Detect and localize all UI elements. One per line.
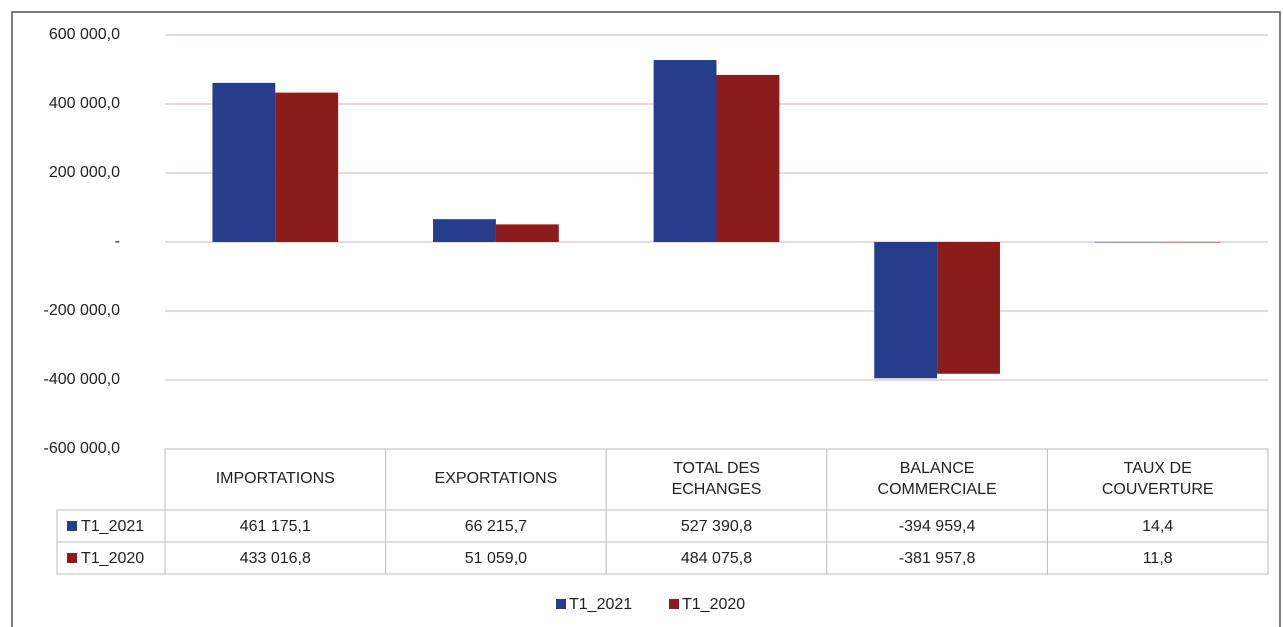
category-cell: IMPORTATIONS [215,470,335,488]
table-row [56,541,1269,575]
bar [716,74,780,242]
value-label: 484 075,8 [681,550,752,567]
value-label: -381 957,8 [899,550,976,567]
legend-swatch [556,599,566,609]
value-label: 14,4 [1142,518,1173,535]
y-tick-label: - [115,233,120,250]
category-cell: BALANCE COMMERCIALE [877,459,997,498]
y-tick-label: 400 000,0 [49,95,120,112]
value-label: 527 390,8 [681,518,752,535]
x-tick-label: TOTAL DES ECHANGES [671,459,762,498]
x-tick-label: IMPORTATIONS [215,470,335,488]
bar [874,242,938,379]
bar [1157,241,1221,243]
legend-label: T1_2021 [569,596,632,613]
bar [495,224,559,242]
bar [653,60,717,243]
value-label: 66 215,7 [465,518,527,535]
y-tick-label: -400 000,0 [43,371,120,388]
category-cell: EXPORTATIONS [434,470,558,488]
bar [433,219,496,242]
y-tick-label: 600 000,0 [49,26,120,43]
y-tick-label: -200 000,0 [43,302,120,319]
value-label: 51 059,0 [465,550,527,567]
bar [212,82,276,242]
row-label: T1_2021 [81,518,144,535]
legend-swatch [67,553,77,563]
category-cell: TAUX DE COUVERTURE [1101,459,1214,498]
category-cell: TOTAL DES ECHANGES [671,459,762,498]
value-label: 11,8 [1143,550,1173,567]
legend-swatch [67,521,77,531]
value-label: 461 175,1 [240,518,311,535]
legend-label: T1_2020 [682,596,745,613]
bar [937,242,1000,374]
bar [1094,241,1158,243]
bar [275,92,339,242]
legend-swatch [669,599,679,609]
x-tick-label: BALANCE COMMERCIALE [877,459,997,498]
y-tick-label: 200 000,0 [49,164,120,181]
table-row [56,509,1269,543]
value-label: 433 016,8 [240,550,311,567]
y-tick-label: -600 000,0 [43,440,120,457]
value-label: -394 959,4 [899,518,976,535]
x-tick-label: TAUX DE COUVERTURE [1101,459,1214,498]
row-label: T1_2020 [81,550,144,567]
frame [11,11,1281,627]
x-tick-label: EXPORTATIONS [434,470,558,488]
